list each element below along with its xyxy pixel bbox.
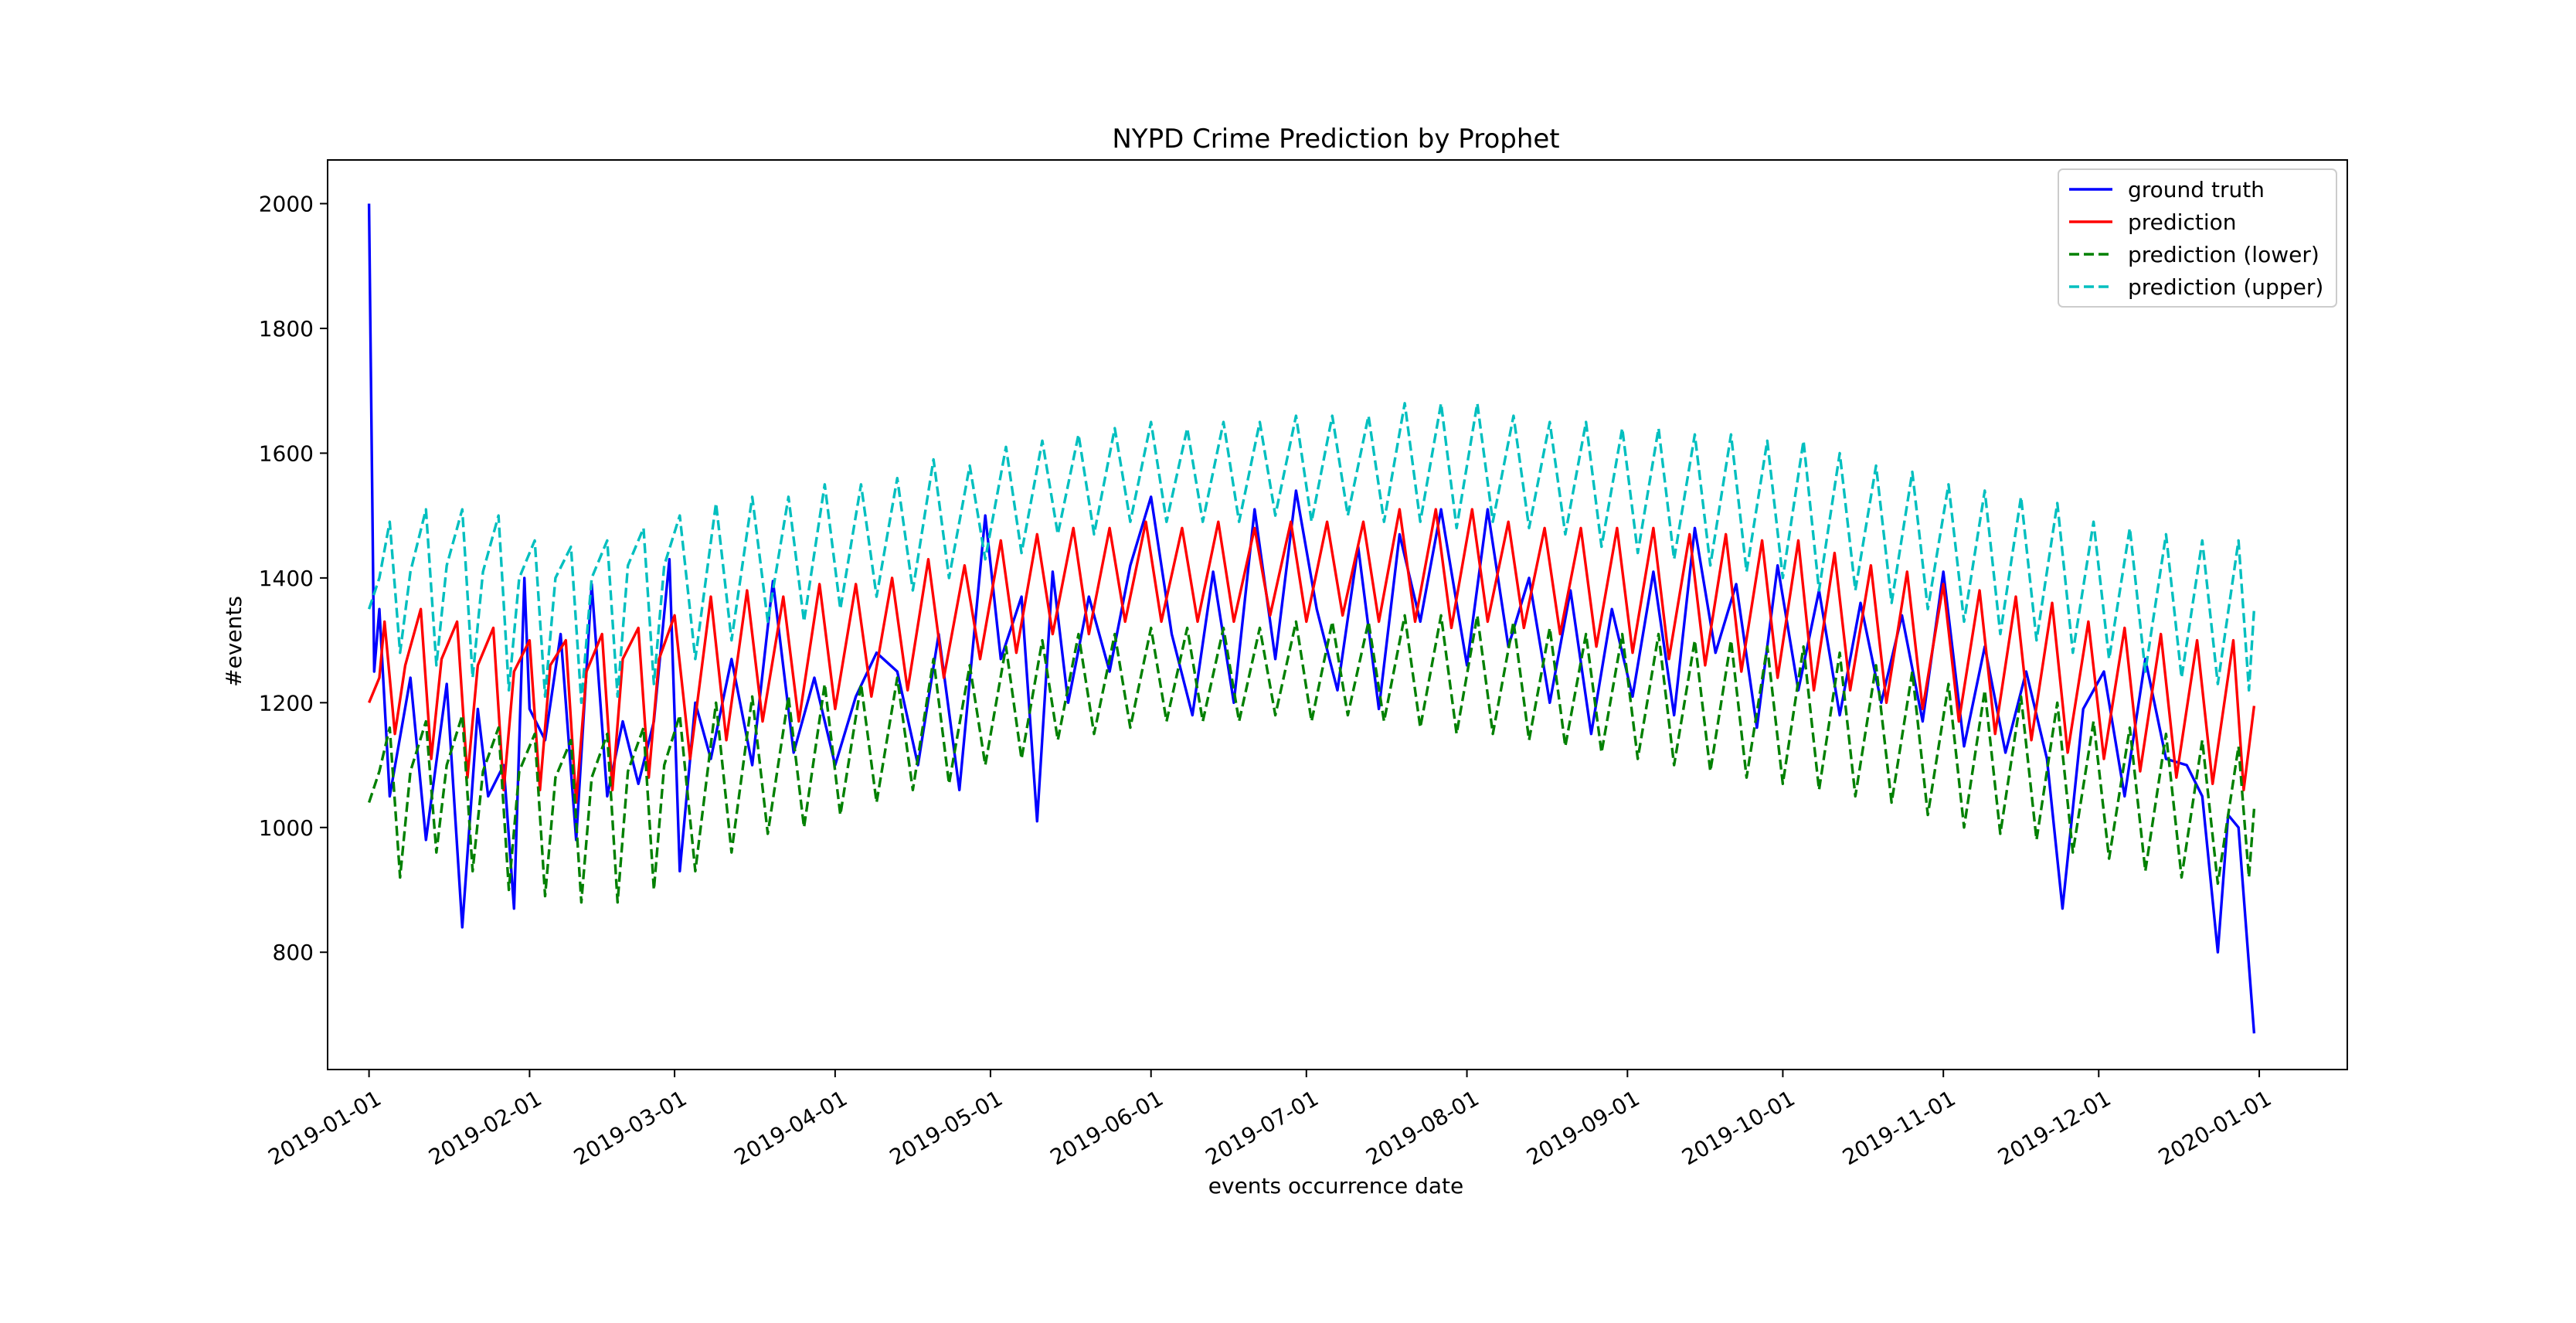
x-axis-title: events occurrence date <box>1208 1173 1463 1199</box>
y-tick-label: 1400 <box>259 566 314 591</box>
series-line-3 <box>367 614 2256 904</box>
legend-box <box>2058 168 2337 308</box>
y-axis: 800 1000 1200 1400 1600 1800 2000 <box>259 192 328 965</box>
y-axis-title: #events <box>221 596 246 687</box>
series-layer <box>367 203 2256 1034</box>
y-tick-label: 800 <box>273 940 314 965</box>
legend: ground truth prediction prediction (lower)… <box>2058 168 2337 308</box>
series-line-4 <box>367 402 2256 704</box>
y-tick-label: 1200 <box>259 690 314 716</box>
y-tick-label: 1600 <box>259 440 314 466</box>
legend-label: prediction <box>2128 209 2236 235</box>
legend-label: prediction (upper) <box>2128 274 2323 300</box>
plot-frame <box>327 159 2348 1070</box>
y-tick-label: 1800 <box>259 316 314 342</box>
legend-label: prediction (lower) <box>2128 242 2319 267</box>
legend-label: ground truth <box>2128 177 2265 202</box>
series-line-2 <box>368 508 2256 804</box>
chart-title: NYPD Crime Prediction by Prophet <box>1112 124 1559 155</box>
y-tick-label: 2000 <box>259 192 314 217</box>
y-tick-label: 1000 <box>259 815 314 841</box>
